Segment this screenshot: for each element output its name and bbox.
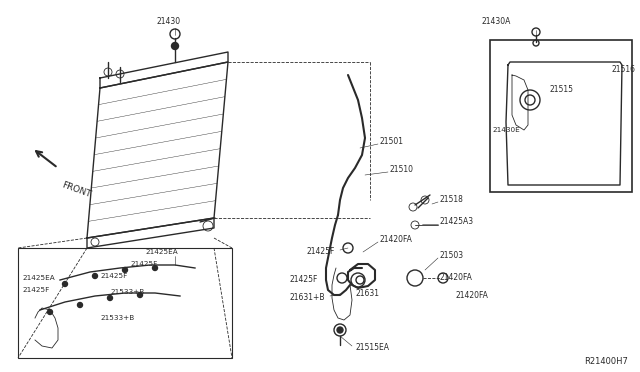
Circle shape	[47, 310, 52, 314]
Text: 21501: 21501	[380, 138, 404, 147]
Circle shape	[337, 327, 343, 333]
Text: 21425F: 21425F	[130, 261, 157, 267]
Text: 21420FA: 21420FA	[455, 292, 488, 301]
Text: 21425A3: 21425A3	[440, 218, 474, 227]
Text: 21420FA: 21420FA	[380, 235, 413, 244]
Text: 21430E: 21430E	[492, 127, 520, 133]
Circle shape	[93, 273, 97, 279]
Text: 21533+B: 21533+B	[100, 315, 134, 321]
Circle shape	[172, 42, 179, 49]
Text: 21425EA: 21425EA	[145, 249, 178, 255]
Circle shape	[63, 282, 67, 286]
Text: 21425F: 21425F	[307, 247, 335, 257]
Text: 21515: 21515	[550, 86, 574, 94]
Circle shape	[108, 295, 113, 301]
Bar	[490, 40, 632, 192]
Text: 21425EA: 21425EA	[22, 275, 55, 281]
Text: 21515EA: 21515EA	[355, 343, 389, 353]
Text: 21631: 21631	[355, 289, 379, 298]
Text: 21430: 21430	[157, 17, 181, 26]
Circle shape	[122, 267, 127, 273]
Text: 21516: 21516	[612, 65, 636, 74]
Bar	[18, 248, 232, 358]
Text: FRONT: FRONT	[60, 180, 92, 199]
Text: R21400H7: R21400H7	[584, 357, 628, 366]
Text: 21430A: 21430A	[482, 17, 511, 26]
Text: 21503: 21503	[440, 251, 464, 260]
Text: 21631+B: 21631+B	[290, 294, 326, 302]
Circle shape	[152, 266, 157, 270]
Circle shape	[77, 302, 83, 308]
Text: 21518: 21518	[440, 196, 464, 205]
Text: 21425F: 21425F	[290, 276, 318, 285]
Text: 21425F: 21425F	[22, 287, 49, 293]
Circle shape	[138, 292, 143, 298]
Text: 21533+B: 21533+B	[110, 289, 144, 295]
Text: 21510: 21510	[390, 166, 414, 174]
Text: 21420FA: 21420FA	[440, 273, 473, 282]
Text: 21425F: 21425F	[100, 273, 127, 279]
